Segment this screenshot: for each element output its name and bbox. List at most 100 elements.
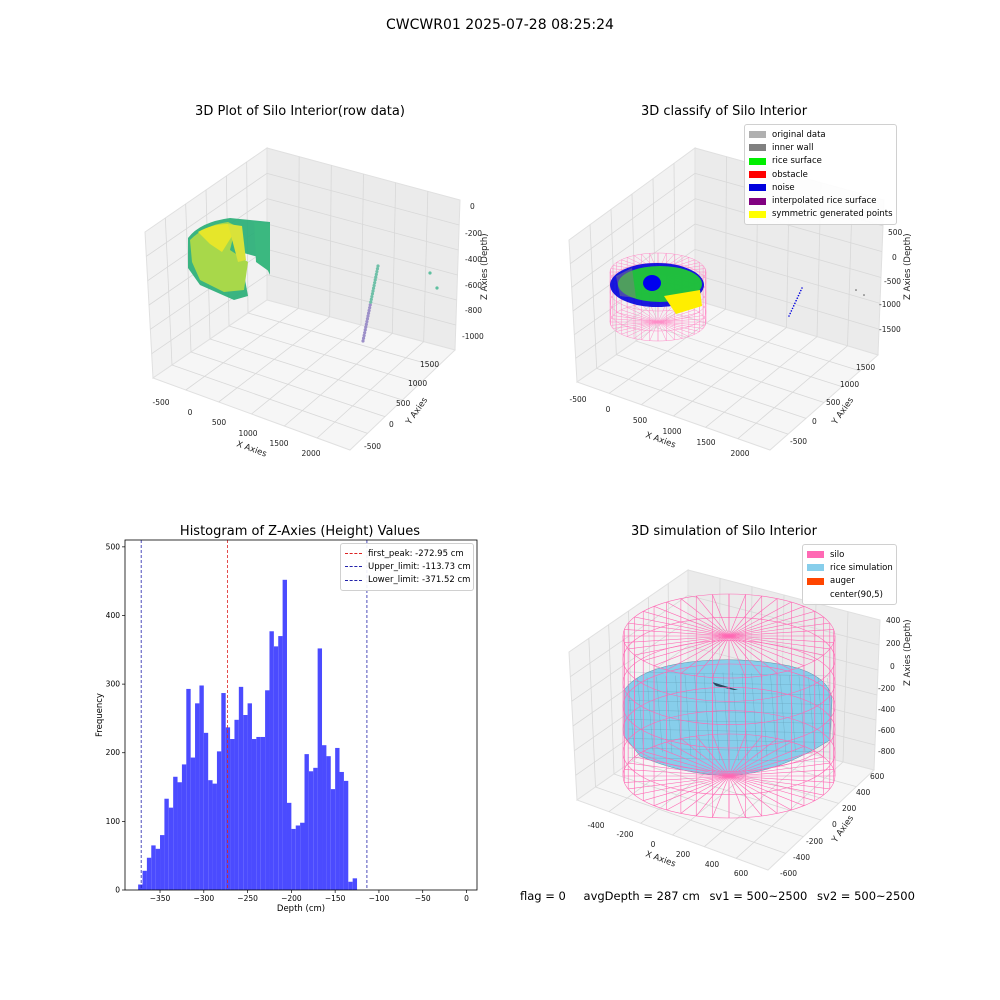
legend-label: rice simulation bbox=[830, 562, 893, 573]
histogram-bar bbox=[308, 771, 314, 890]
raw-stray-points bbox=[361, 264, 439, 343]
histogram-x-ticks: −350 −300 −250 −200 −150 −100 −50 0 bbox=[150, 890, 469, 903]
raw-point bbox=[371, 286, 376, 290]
legend-swatch bbox=[749, 131, 766, 139]
classify-ztick: 0 bbox=[892, 253, 897, 262]
classify-point bbox=[863, 294, 865, 296]
histogram-xtick-label: −300 bbox=[194, 894, 215, 903]
classify-point bbox=[796, 297, 799, 299]
histogram-bar bbox=[199, 685, 204, 890]
classify-point bbox=[798, 292, 801, 294]
legend-item: inner wall bbox=[749, 141, 892, 154]
raw-point bbox=[373, 281, 377, 285]
raw-ztick: 0 bbox=[470, 202, 475, 211]
histogram-bar bbox=[286, 802, 292, 890]
histogram-xtick-label: −250 bbox=[237, 894, 258, 903]
histogram-xtick-label: 0 bbox=[464, 894, 469, 903]
legend-swatch bbox=[749, 184, 766, 192]
legend-swatch bbox=[807, 577, 824, 585]
simulation-ztick: -800 bbox=[878, 747, 895, 756]
legend-item: Upper_limit: -113.73 cm bbox=[345, 560, 471, 573]
classify-point bbox=[801, 287, 803, 289]
classify-xtick: 500 bbox=[633, 416, 648, 425]
histogram-bar bbox=[225, 727, 231, 890]
legend-swatch bbox=[749, 197, 766, 205]
histogram-bar bbox=[317, 648, 323, 890]
simulation-z-ticks: 400 200 0 -200 -400 -600 -800 bbox=[878, 616, 901, 756]
raw-point bbox=[366, 314, 370, 318]
histogram-bars bbox=[138, 579, 358, 890]
raw-ztick: -200 bbox=[465, 229, 482, 238]
raw-point bbox=[365, 317, 370, 321]
classify-point bbox=[792, 305, 795, 307]
simulation-ytick: 400 bbox=[856, 788, 871, 797]
raw-point bbox=[366, 311, 371, 315]
histogram-bar bbox=[186, 688, 191, 890]
flag-text: flag = 0 bbox=[520, 889, 566, 903]
histogram-bar bbox=[256, 736, 261, 890]
legend-swatch bbox=[807, 591, 824, 598]
histogram-bar bbox=[164, 798, 169, 890]
simulation-ztick: -200 bbox=[878, 684, 895, 693]
simulation-ytick: -200 bbox=[806, 837, 823, 846]
classify-ytick: 1500 bbox=[856, 363, 875, 372]
raw-wall-point-cloud bbox=[188, 218, 270, 300]
classify-point bbox=[855, 289, 857, 291]
raw-x-ticks: -500 0 500 1000 1500 2000 bbox=[152, 398, 320, 458]
histogram-bar bbox=[335, 747, 340, 890]
raw-xtick: 1500 bbox=[269, 439, 288, 448]
histogram-title: Histogram of Z-Axies (Height) Values bbox=[179, 524, 421, 539]
histogram-bar bbox=[190, 757, 196, 890]
histogram-bar bbox=[339, 771, 344, 890]
legend-label: original data bbox=[772, 129, 826, 140]
classify-ztick: 500 bbox=[888, 228, 903, 237]
classify-point bbox=[795, 299, 797, 302]
raw-xtick: 1000 bbox=[238, 429, 257, 438]
classify-ytick: 500 bbox=[826, 398, 841, 407]
histogram-bar bbox=[216, 751, 222, 890]
raw-point bbox=[374, 272, 378, 276]
simulation-xtick: -400 bbox=[587, 821, 604, 830]
classify-ytick: 0 bbox=[812, 417, 817, 426]
simulation-silo-wireframe bbox=[622, 593, 836, 819]
histogram-ytick-label: 400 bbox=[106, 611, 121, 620]
simulation-rice-mesh bbox=[627, 671, 834, 763]
raw-point bbox=[435, 286, 439, 290]
simulation-plot-title: 3D simulation of Silo Interior bbox=[631, 524, 817, 539]
raw-z-ticks: 0 -200 -400 -600 -800 -1000 bbox=[462, 202, 484, 341]
classify-z-ticks: 500 0 -500 -1000 -1500 bbox=[879, 228, 903, 334]
histogram-bar bbox=[278, 636, 283, 890]
simulation-y-ticks: -600 -400 -200 0 200 400 600 bbox=[780, 772, 885, 878]
raw-point bbox=[374, 275, 378, 279]
classify-stray-points bbox=[788, 287, 865, 317]
raw-point bbox=[367, 308, 371, 313]
classify-x-ticks: -500 0 500 1000 1500 2000 bbox=[569, 395, 749, 458]
sv1-text: sv1 = 500~2500 bbox=[709, 889, 808, 903]
legend-item: rice surface bbox=[749, 155, 892, 168]
histogram-bar bbox=[142, 870, 147, 890]
histogram-bar bbox=[251, 739, 257, 890]
raw-point bbox=[428, 271, 432, 275]
simulation-z-label: Z Axies (Depth) bbox=[903, 619, 913, 686]
legend-label: rice surface bbox=[772, 156, 822, 167]
histogram-bar bbox=[146, 857, 152, 890]
histogram-bar bbox=[177, 782, 182, 890]
classify-floor-pane bbox=[575, 299, 880, 451]
histogram-bar bbox=[238, 686, 244, 890]
simulation-xtick: 400 bbox=[705, 860, 720, 869]
simulation-ytick: 0 bbox=[832, 820, 837, 829]
simulation-legend: silo rice simulation auger center(90,5) bbox=[802, 544, 897, 606]
legend-item: Lower_limit: -371.52 cm bbox=[345, 574, 470, 587]
status-footer: flag = 0 avgDepth = 287 cm sv1 = 500~250… bbox=[520, 889, 929, 903]
histogram-ytick-label: 0 bbox=[115, 886, 120, 895]
classify-xtick: 0 bbox=[606, 405, 611, 414]
simulation-gridlines bbox=[570, 578, 880, 859]
classify-x-label: X Axies bbox=[644, 430, 677, 450]
legend-item: original data bbox=[749, 128, 892, 141]
legend-item: auger bbox=[807, 575, 892, 588]
raw-gridlines bbox=[146, 156, 460, 439]
legend-label: symmetric generated points bbox=[772, 209, 893, 220]
classify-ztick: -1500 bbox=[879, 325, 901, 334]
raw-xtick: 0 bbox=[188, 408, 193, 417]
classify-xtick: 2000 bbox=[730, 449, 749, 458]
